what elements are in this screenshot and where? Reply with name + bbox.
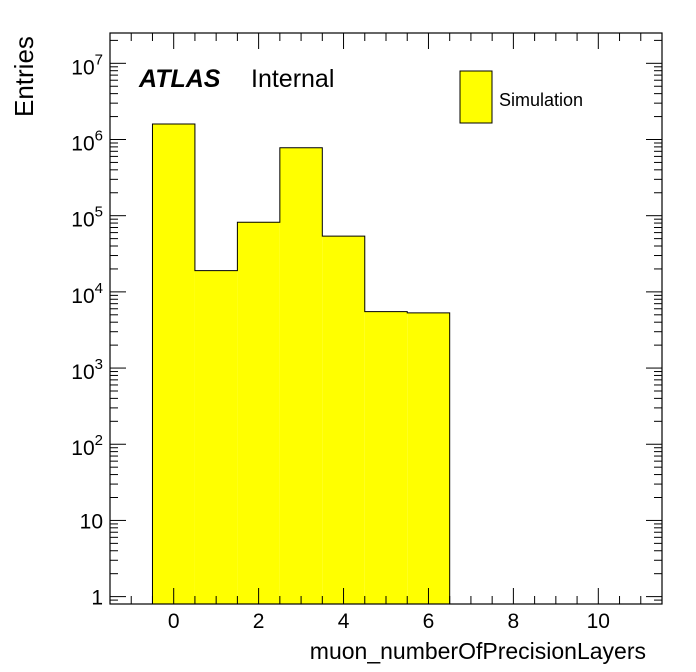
histogram-bar [364,311,408,604]
y-tick-label: 1 [91,587,103,610]
axis-ticks [109,33,663,605]
y-tick-labels: 1 10 102 103 104 105 106 107 [71,51,103,609]
y-tick-label: 104 [71,280,103,308]
y-tick-label: 107 [71,51,103,79]
x-tick-label: 2 [253,610,265,633]
x-tick-label: 10 [587,610,610,633]
legend: Simulation [459,70,583,124]
histogram-bar [152,123,195,604]
histogram-bars [151,123,451,605]
histogram-outline [151,123,451,604]
x-axis-label: muon_numberOfPrecisionLayers [310,638,646,664]
histogram-bar [194,270,238,604]
status-label: Internal [251,65,334,93]
x-tick-labels: 0 2 4 6 8 10 [168,610,610,633]
histogram-bar [407,312,450,604]
histogram-bar [237,222,280,604]
legend-swatch [459,70,493,124]
y-tick-label: 102 [71,432,103,460]
atlas-label: ATLAS [138,65,221,93]
x-tick-label: 4 [338,610,350,633]
histogram-bar [322,236,365,605]
legend-label-simulation: Simulation [499,90,583,110]
x-tick-label: 8 [508,610,520,633]
y-tick-label: 106 [71,128,103,156]
y-tick-label: 105 [71,204,103,232]
histogram-bar [279,147,323,604]
x-tick-label: 6 [423,610,435,633]
x-tick-label: 0 [168,610,180,633]
y-axis-label: Entries [9,36,39,117]
y-tick-label: 10 [80,510,103,533]
y-tick-label: 103 [71,356,103,384]
